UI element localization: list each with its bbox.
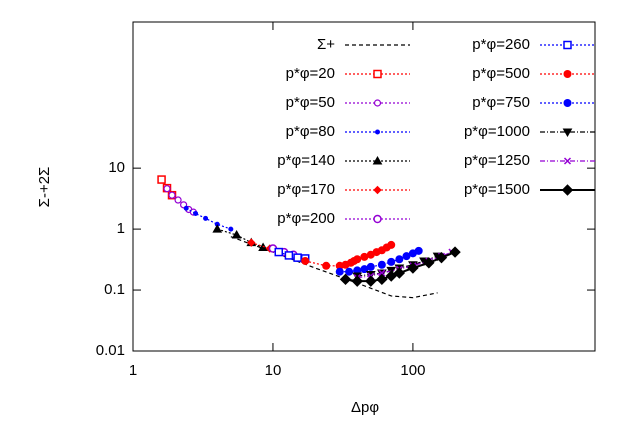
y-tick-label: 0.1	[104, 281, 125, 298]
legend-label: p*φ=20	[286, 65, 335, 82]
marker	[378, 269, 386, 277]
legend-marker	[373, 185, 382, 195]
legend-label: p*φ=1000	[464, 123, 530, 140]
marker	[228, 226, 234, 232]
marker	[449, 246, 461, 258]
marker	[435, 251, 448, 264]
y-tick-label: 1	[117, 220, 125, 237]
marker	[168, 191, 176, 199]
legend-label: p*φ=1500	[464, 181, 530, 198]
marker	[377, 260, 386, 269]
marker	[345, 267, 354, 276]
marker	[212, 224, 223, 233]
marker	[231, 230, 242, 239]
marker	[351, 275, 363, 287]
legend-marker	[373, 69, 382, 79]
legend-marker	[375, 129, 380, 135]
marker	[157, 175, 166, 184]
marker	[293, 253, 302, 262]
marker	[247, 238, 256, 247]
legend-label: p*φ=140	[277, 152, 335, 169]
legend-label: p*φ=260	[472, 36, 530, 53]
marker	[193, 211, 199, 217]
marker	[322, 261, 331, 270]
marker	[301, 256, 310, 265]
marker	[353, 266, 362, 275]
legend-label: p*φ=200	[277, 210, 335, 227]
x-tick-label: 10	[265, 362, 282, 379]
marker	[360, 252, 369, 261]
legend-label: p*φ=750	[472, 94, 530, 111]
series-line	[278, 251, 306, 260]
legend-marker	[563, 157, 572, 165]
legend-marker	[563, 40, 572, 50]
marker	[174, 196, 182, 204]
legend-label: p*φ=1250	[464, 152, 530, 169]
marker	[183, 205, 189, 211]
marker	[335, 267, 344, 276]
legend-marker	[372, 155, 383, 165]
marker	[284, 251, 294, 260]
marker	[385, 270, 397, 282]
marker	[203, 215, 209, 221]
marker	[366, 262, 375, 271]
legend-label: p*φ=170	[277, 181, 335, 198]
legend-marker	[563, 70, 572, 78]
marker	[395, 255, 404, 264]
marker	[402, 252, 411, 261]
y-tick-label: 0.01	[96, 342, 125, 359]
series-line	[217, 228, 264, 249]
y-axis-label: Σ-+2Σ	[36, 167, 53, 208]
legend-marker	[562, 128, 573, 138]
marker	[387, 257, 396, 266]
legend-label: p*φ=80	[286, 123, 335, 140]
legend-label: p*φ=50	[286, 94, 335, 111]
marker	[423, 257, 435, 269]
marker	[376, 273, 388, 286]
legend-marker	[373, 99, 382, 107]
marker	[339, 273, 352, 286]
x-axis-label: Δpφ	[351, 399, 379, 416]
legend-marker	[373, 214, 382, 224]
legend-label: Σ+	[317, 36, 335, 53]
marker	[365, 275, 377, 287]
plot-frame	[132, 21, 596, 352]
legend-marker	[561, 184, 574, 196]
legend-marker	[563, 99, 572, 107]
marker	[274, 247, 283, 257]
marker	[353, 255, 362, 264]
marker	[414, 246, 423, 255]
legend-label: p*φ=500	[472, 65, 530, 82]
x-tick-label: 100	[400, 362, 425, 379]
marker	[393, 267, 406, 279]
marker	[387, 240, 396, 249]
x-tick-label: 1	[129, 362, 137, 379]
marker	[407, 262, 419, 274]
y-tick-label: 10	[108, 159, 125, 176]
marker	[163, 185, 171, 193]
